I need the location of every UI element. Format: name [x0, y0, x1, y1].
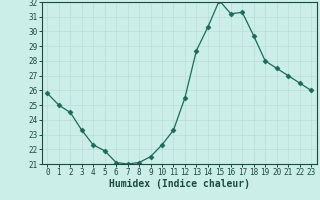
X-axis label: Humidex (Indice chaleur): Humidex (Indice chaleur)	[109, 179, 250, 189]
